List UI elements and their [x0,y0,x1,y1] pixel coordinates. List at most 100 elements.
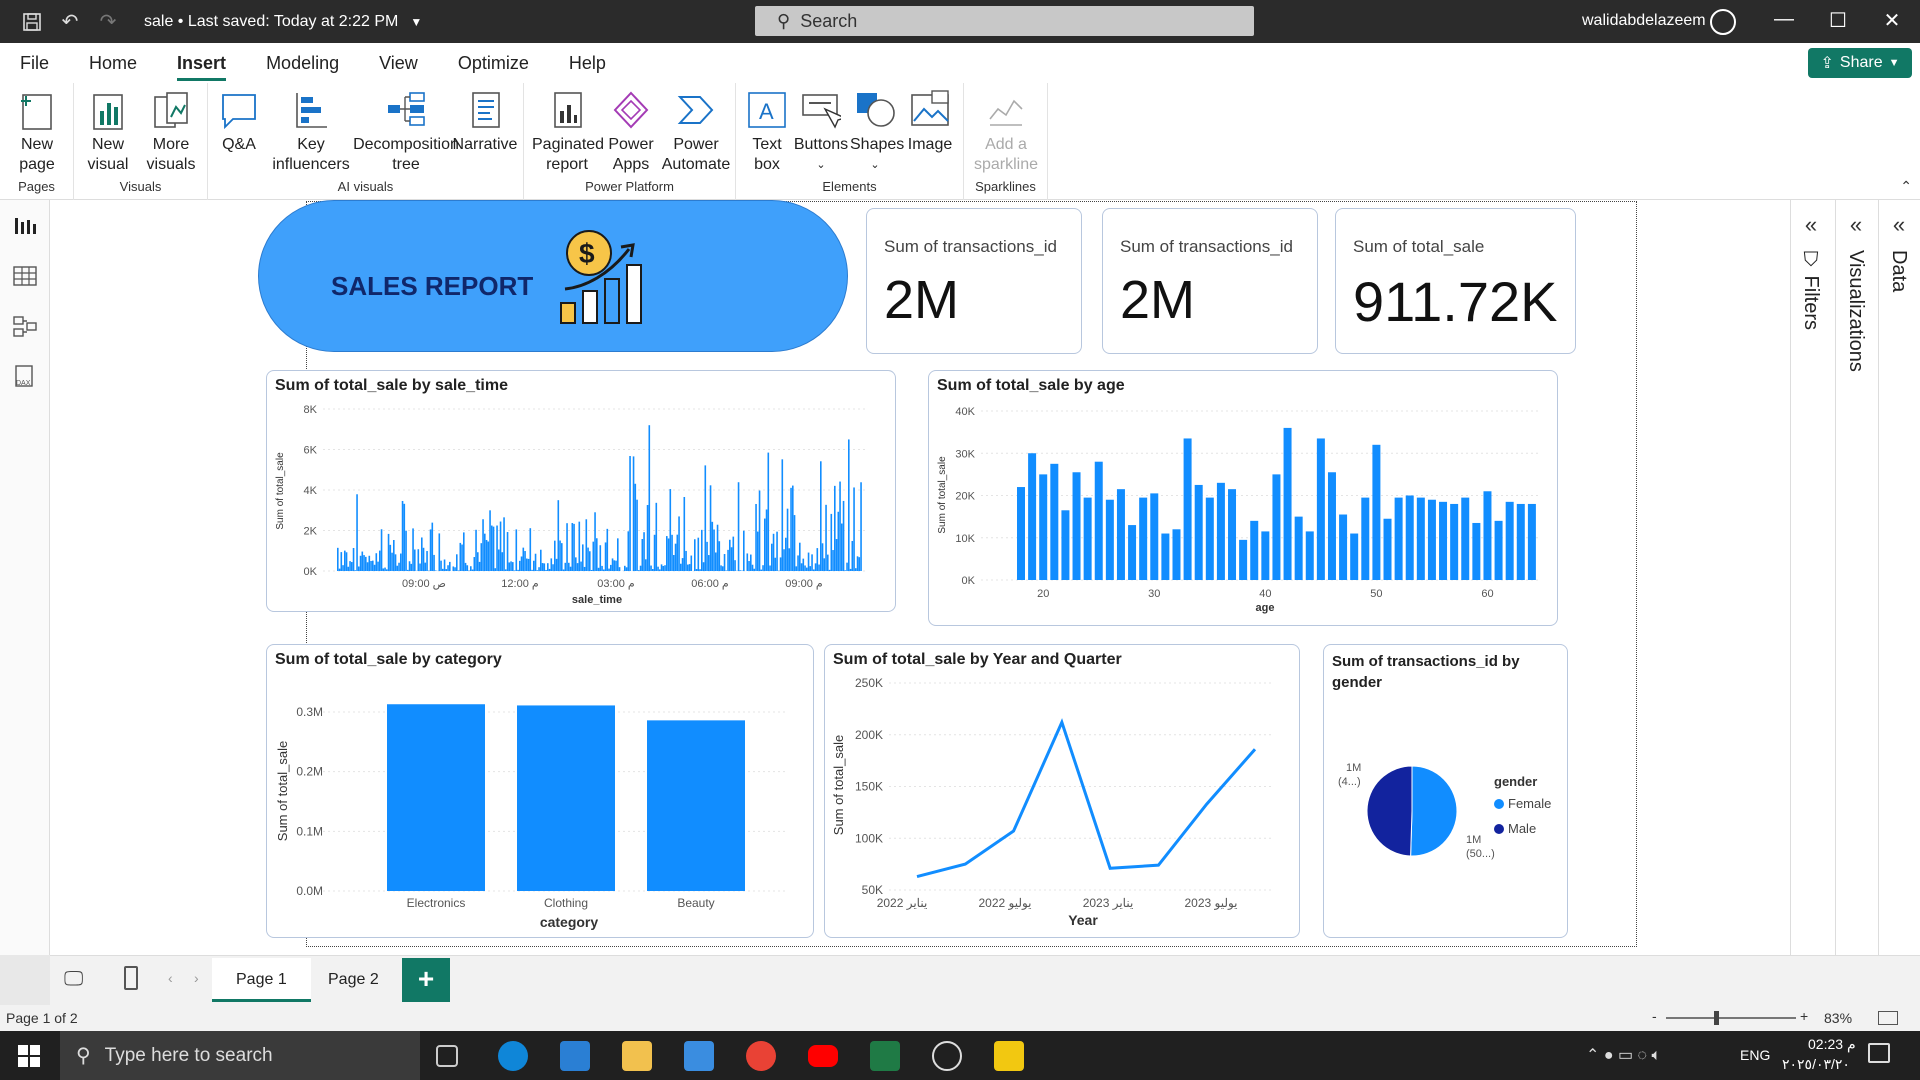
data-pane[interactable]: « Data [1878,200,1918,955]
zoom-level[interactable]: 83% [1824,1010,1853,1026]
chart-title: Sum of total_sale by Year and Quarter [833,651,1122,668]
add-sparkline-button[interactable]: Add a sparkline [968,89,1044,175]
chart-total-sale-by-year-quarter[interactable]: Sum of total_sale by Year and Quarter 25… [824,644,1300,938]
close-icon[interactable]: ✕ [1883,10,1901,32]
card-value: 2M [1120,270,1196,330]
fit-to-page-icon[interactable] [1878,1011,1898,1025]
chevron-down-icon[interactable]: ▼ [410,14,423,29]
new-page-button[interactable]: New page [8,89,66,175]
menu-modeling[interactable]: Modeling [266,53,340,73]
bar [701,529,703,571]
maximize-icon[interactable]: ☐ [1829,10,1847,32]
image-button[interactable]: Image [902,89,958,155]
bar [382,568,385,571]
chart-transactions-by-gender[interactable]: Sum of transactions_id by gender 1M (50..… [1323,644,1568,938]
bar [576,563,579,571]
dax-query-view-icon[interactable]: DAX [12,364,38,388]
table-view-icon[interactable] [12,264,38,288]
windows-start-icon[interactable] [18,1045,40,1067]
collapse-ribbon-icon[interactable]: ⌃ [1900,178,1912,194]
clock-date[interactable]: ٢٠٢٥/٠٣/٢٠ [1782,1056,1850,1072]
avatar-icon[interactable] [1710,9,1736,35]
power-apps-button[interactable]: Power Apps [604,89,658,175]
paginated-report-button[interactable]: Paginated report [532,89,604,175]
kpi-card-transactions-1[interactable]: Sum of transactions_id 2M [866,208,1082,354]
menu-insert[interactable]: Insert [157,43,246,83]
report-view-icon[interactable] [12,214,38,238]
clock-time[interactable]: 02:23 م [1808,1036,1856,1052]
user-name[interactable]: walidabdelazeem [1582,12,1706,29]
zoom-in-icon[interactable]: + [1800,1008,1809,1024]
task-view-icon[interactable] [436,1045,458,1067]
more-visuals-button[interactable]: More visuals [140,89,202,175]
mobile-layout-icon[interactable] [124,966,138,990]
bar [368,555,371,571]
sales-report-banner[interactable]: SALES REPORT $ [258,200,848,352]
page-tab-2[interactable]: Page 2 [328,971,379,988]
group-label-power-platform: Power Platform [585,179,674,194]
shapes-button[interactable]: Shapes ⌄ [850,89,904,175]
decomposition-tree-button[interactable]: Decomposition tree [346,89,466,175]
bar [1372,444,1381,580]
taskbar-search[interactable]: ⚲ Type here to search [60,1031,420,1080]
expand-filters-icon[interactable]: « [1804,212,1818,237]
chrome-icon[interactable] [746,1041,776,1071]
narrative-button[interactable]: Narrative [448,89,522,155]
menu-view[interactable]: View [379,53,418,73]
menu-help[interactable]: Help [568,53,606,73]
bar [1039,474,1048,580]
power-automate-button[interactable]: Power Automate [660,89,732,175]
store-icon[interactable] [684,1041,714,1071]
menu-optimize[interactable]: Optimize [457,53,529,73]
desktop-layout-icon[interactable]: 🖵 [64,968,84,990]
excel-icon[interactable] [870,1041,900,1071]
bar [652,569,654,571]
bar [855,568,857,571]
qa-button[interactable]: Q&A [214,89,264,155]
youtube-icon[interactable] [808,1045,838,1067]
buttons-button[interactable]: Buttons ⌄ [792,89,850,175]
zoom-slider[interactable] [1666,1017,1796,1019]
bar [708,555,710,571]
undo-icon[interactable]: ↶ [61,11,79,33]
kpi-card-total-sale[interactable]: Sum of total_sale 911.72K [1335,208,1576,354]
vscode-icon[interactable] [560,1041,590,1071]
text-box-button[interactable]: A Text box [744,89,790,175]
expand-visualizations-icon[interactable]: « [1849,212,1863,237]
chart-total-sale-by-category[interactable]: Sum of total_sale by category 0.3M 0.2M 0.… [266,644,814,938]
notifications-icon[interactable] [1868,1043,1890,1063]
zoom-out-icon[interactable]: - [1652,1008,1657,1024]
document-title[interactable]: sale • Last saved: Today at 2:22 PM [144,12,399,30]
add-page-button[interactable]: + [402,958,450,1002]
redo-icon[interactable]: ↷ [99,11,117,33]
new-visual-button[interactable]: New visual [80,89,136,175]
edge-icon[interactable] [498,1041,528,1071]
search-box[interactable]: ⚲ Search [755,6,1254,36]
share-button[interactable]: ⇪ Share ▼ [1808,48,1912,78]
bar [559,540,561,571]
zoom-slider-thumb[interactable] [1714,1011,1719,1025]
prev-page-icon[interactable]: ‹ [168,970,173,986]
model-view-icon[interactable] [12,314,38,338]
menu-home[interactable]: Home [89,53,138,73]
bar [505,569,507,571]
next-page-icon[interactable]: › [194,970,199,986]
save-icon[interactable] [20,10,44,34]
system-tray-icons[interactable]: ⌃ ● ▭ ◌ 🔈︎ [1586,1047,1662,1064]
visualizations-pane[interactable]: « Visualizations [1835,200,1875,955]
page-tab-1[interactable]: Page 1 [212,958,311,1002]
key-influencers-button[interactable]: Key influencers [266,89,356,175]
chart-total-sale-by-sale-time[interactable]: Sum of total_sale by sale_time 8K 6K 4K 2K 0… [266,370,896,612]
menu-file[interactable]: File [20,53,50,73]
chart-total-sale-by-age[interactable]: Sum of total_sale by age 40K 30K 20K 10K 0K S… [928,370,1558,626]
file-explorer-icon[interactable] [622,1041,652,1071]
expand-data-icon[interactable]: « [1892,212,1906,237]
power-bi-icon[interactable] [994,1041,1024,1071]
input-language[interactable]: ENG [1740,1047,1771,1063]
filters-pane[interactable]: « ⛉ Filters [1790,200,1830,955]
kpi-card-transactions-2[interactable]: Sum of transactions_id 2M [1102,208,1318,354]
minimize-icon[interactable]: — [1774,8,1794,30]
chatgpt-icon[interactable] [932,1041,962,1071]
bar [827,554,829,571]
bar [356,494,358,571]
